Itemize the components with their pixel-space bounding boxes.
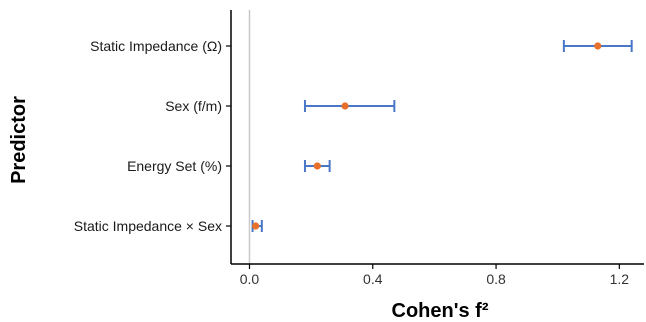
y-axis-ticks: Static Impedance (Ω) Sex (f/m) Energy Set … <box>74 38 231 234</box>
x-tick-label: 0.0 <box>240 271 260 287</box>
y-tick-label: Static Impedance (Ω) <box>90 38 222 54</box>
x-tick-label: 0.4 <box>363 271 383 287</box>
point-estimate <box>313 162 321 170</box>
x-tick-label: 0.8 <box>486 271 506 287</box>
error-bars <box>251 40 633 232</box>
x-tick-label: 1.2 <box>610 271 630 287</box>
x-axis-title: Cohen's f² <box>392 300 489 322</box>
y-tick-label: Sex (f/m) <box>165 98 222 114</box>
point-estimates <box>252 42 602 230</box>
x-axis-ticks: 0.0 0.4 0.8 1.2 <box>240 264 630 287</box>
point-estimate <box>252 222 260 230</box>
y-axis-title: Predictor <box>8 96 30 184</box>
point-estimate <box>341 102 349 110</box>
y-tick-label: Energy Set (%) <box>127 158 222 174</box>
point-estimate <box>594 42 602 50</box>
y-tick-label: Static Impedance × Sex <box>74 218 222 234</box>
